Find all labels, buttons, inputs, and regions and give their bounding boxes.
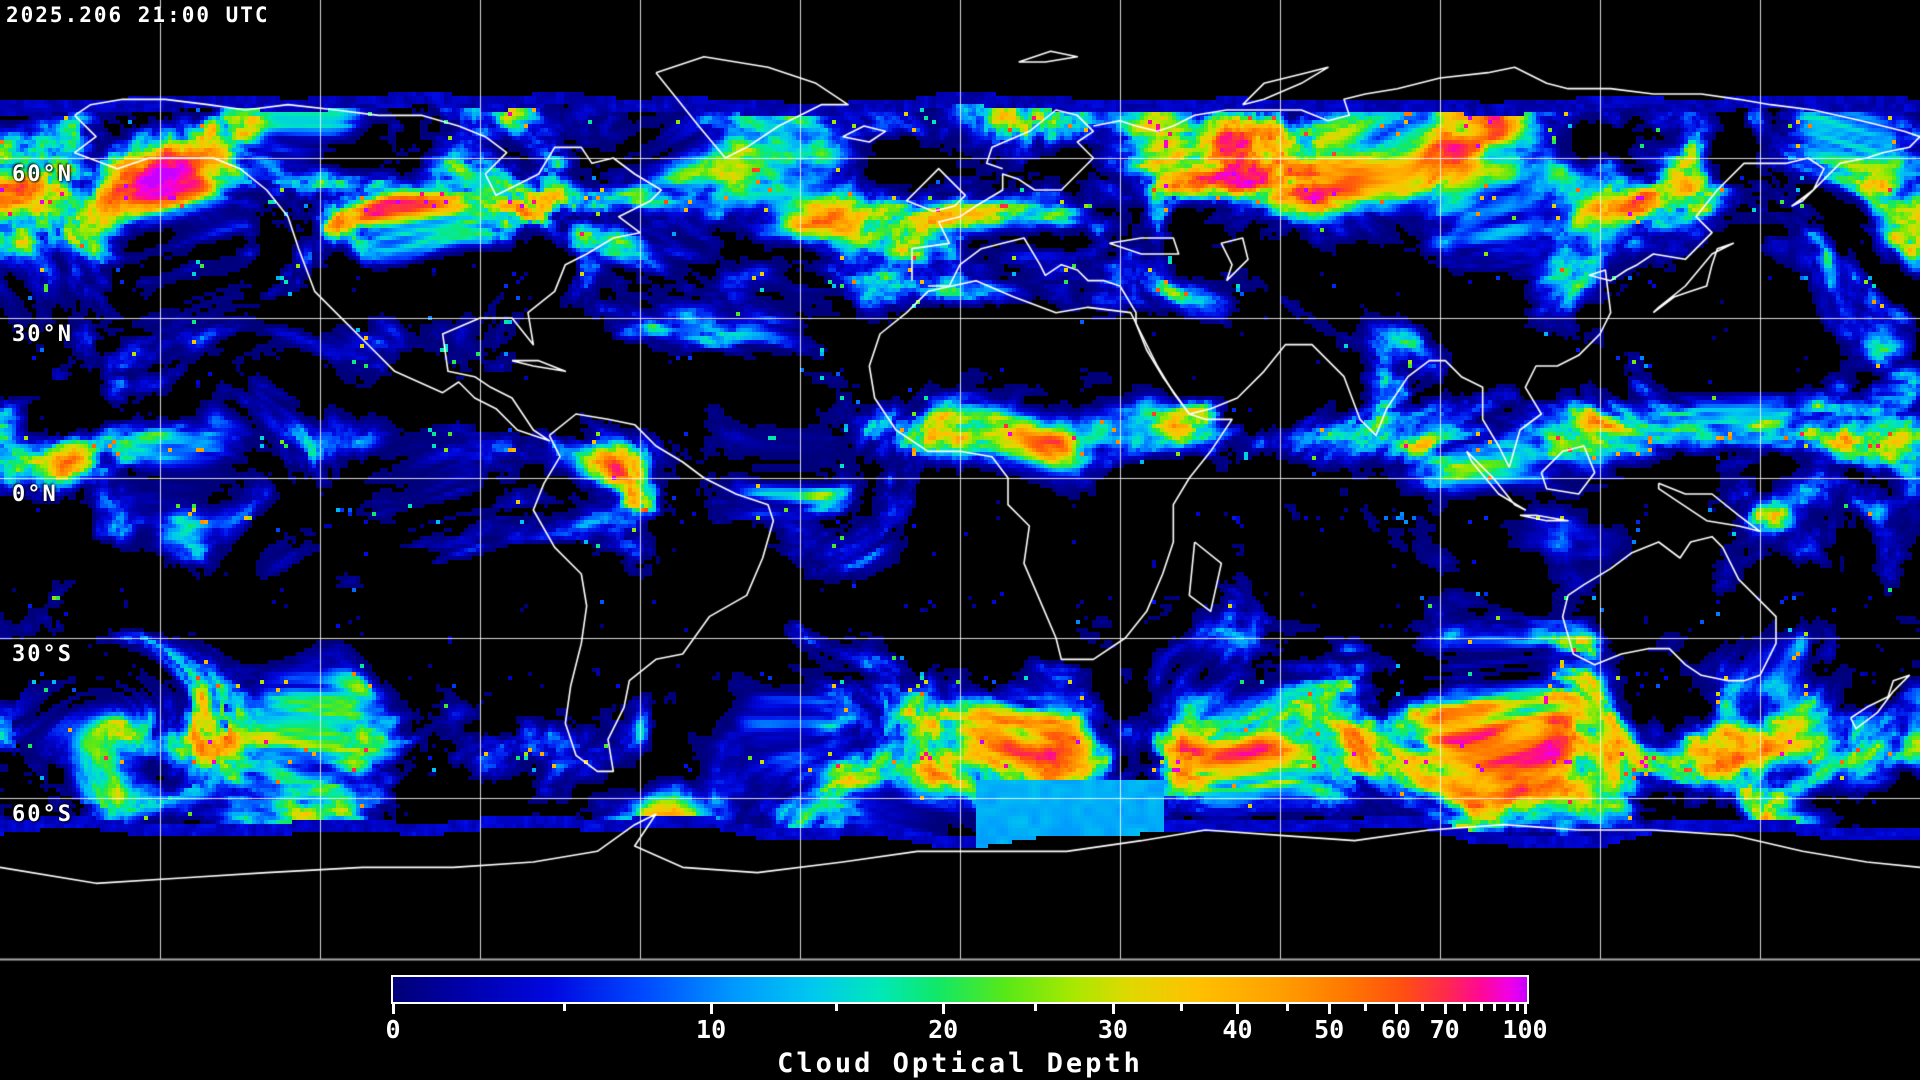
latitude-label: 0°N [12, 482, 58, 507]
colorbar-tick [1505, 1002, 1509, 1011]
colorbar-title: Cloud Optical Depth [777, 1048, 1143, 1079]
colorbar-tick-label: 10 [696, 1015, 727, 1044]
colorbar-tick [1179, 1002, 1183, 1011]
colorbar [391, 975, 1529, 1004]
timestamp-label: 2025.206 21:00 UTC [6, 3, 270, 27]
colorbar-tick [1286, 1002, 1290, 1011]
latitude-label: 30°N [12, 322, 73, 347]
colorbar-gradient [393, 977, 1527, 1002]
colorbar-tick [562, 1002, 566, 1011]
colorbar-tick [1236, 1002, 1240, 1014]
latitude-label: 60°S [12, 802, 73, 827]
latitude-label: 60°N [12, 162, 73, 187]
colorbar-tick [1516, 1002, 1520, 1011]
colorbar-tick [1493, 1002, 1497, 1011]
colorbar-tick [1479, 1002, 1483, 1011]
colorbar-tick [1111, 1002, 1115, 1014]
colorbar-tick-label: 60 [1380, 1015, 1411, 1044]
colorbar-tick-label: 50 [1314, 1015, 1345, 1044]
colorbar-tick [834, 1002, 838, 1011]
colorbar-tick [1328, 1002, 1332, 1014]
colorbar-tick [1364, 1002, 1368, 1011]
colorbar-tick [1033, 1002, 1037, 1011]
colorbar-tick-label: 100 [1502, 1015, 1548, 1044]
colorbar-tick [1443, 1002, 1447, 1014]
colorbar-tick [392, 1002, 395, 1014]
colorbar-tick-label: 40 [1222, 1015, 1253, 1044]
colorbar-tick [710, 1002, 714, 1014]
colorbar-tick-label: 30 [1097, 1015, 1128, 1044]
colorbar-tick-label: 70 [1429, 1015, 1460, 1044]
colorbar-tick-label: 20 [928, 1015, 959, 1044]
colorbar-tick [1462, 1002, 1466, 1011]
colorbar-tick [1524, 1002, 1527, 1014]
colorbar-tick [1394, 1002, 1398, 1014]
colorbar-tick [1420, 1002, 1424, 1011]
colorbar-tick [942, 1002, 946, 1014]
latitude-label: 30°S [12, 642, 73, 667]
colorbar-tick-label: 0 [385, 1015, 401, 1044]
